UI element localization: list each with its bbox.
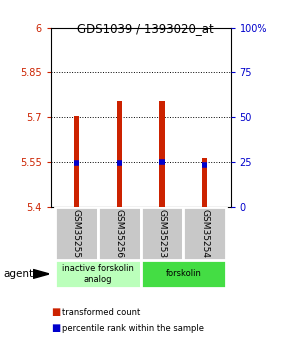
Text: forskolin: forskolin xyxy=(166,269,201,278)
Text: agent: agent xyxy=(3,269,33,279)
Bar xyxy=(160,101,165,207)
Text: GSM35253: GSM35253 xyxy=(157,209,166,258)
Bar xyxy=(184,207,226,260)
Bar xyxy=(98,207,141,260)
Text: GSM35254: GSM35254 xyxy=(200,209,209,258)
Text: inactive forskolin
analog: inactive forskolin analog xyxy=(62,264,134,284)
Bar xyxy=(55,207,98,260)
Text: percentile rank within the sample: percentile rank within the sample xyxy=(62,324,204,333)
Polygon shape xyxy=(33,269,49,278)
Bar xyxy=(202,158,207,207)
Bar xyxy=(55,260,141,288)
Text: transformed count: transformed count xyxy=(62,308,141,317)
Text: GSM35256: GSM35256 xyxy=(115,209,124,258)
Bar xyxy=(74,116,79,207)
Text: ■: ■ xyxy=(51,307,60,317)
Bar xyxy=(141,260,226,288)
Text: ■: ■ xyxy=(51,324,60,333)
Bar xyxy=(141,207,184,260)
Text: GDS1039 / 1393020_at: GDS1039 / 1393020_at xyxy=(77,22,213,36)
Bar xyxy=(117,101,122,207)
Text: GSM35255: GSM35255 xyxy=(72,209,81,258)
